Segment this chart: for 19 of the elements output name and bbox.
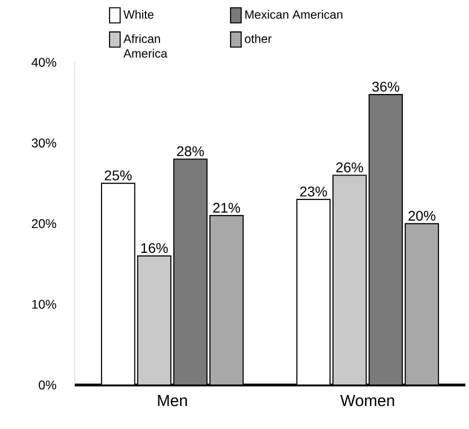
data-label: 23% — [300, 186, 327, 197]
data-label: 26% — [336, 162, 364, 172]
x-tick-label: Women — [340, 395, 394, 406]
legend-label: White — [123, 10, 154, 19]
y-tick-label: 0% — [38, 380, 56, 390]
y-tick-label: 10% — [32, 300, 56, 309]
x-tick-label: Men — [158, 395, 187, 406]
y-tick-label: 30% — [32, 138, 56, 148]
y-tick-label: 20% — [32, 219, 56, 228]
legend-label: Mexican American — [245, 10, 342, 19]
legend-label: African America — [123, 34, 168, 58]
legend-label: other — [244, 34, 272, 44]
data-label: 28% — [177, 146, 204, 156]
y-tick-label: 40% — [32, 58, 56, 67]
data-label: 16% — [141, 243, 168, 253]
data-label: 21% — [213, 202, 240, 213]
data-label: 36% — [372, 82, 400, 92]
data-label: 20% — [408, 210, 436, 221]
data-label: 25% — [104, 170, 132, 180]
